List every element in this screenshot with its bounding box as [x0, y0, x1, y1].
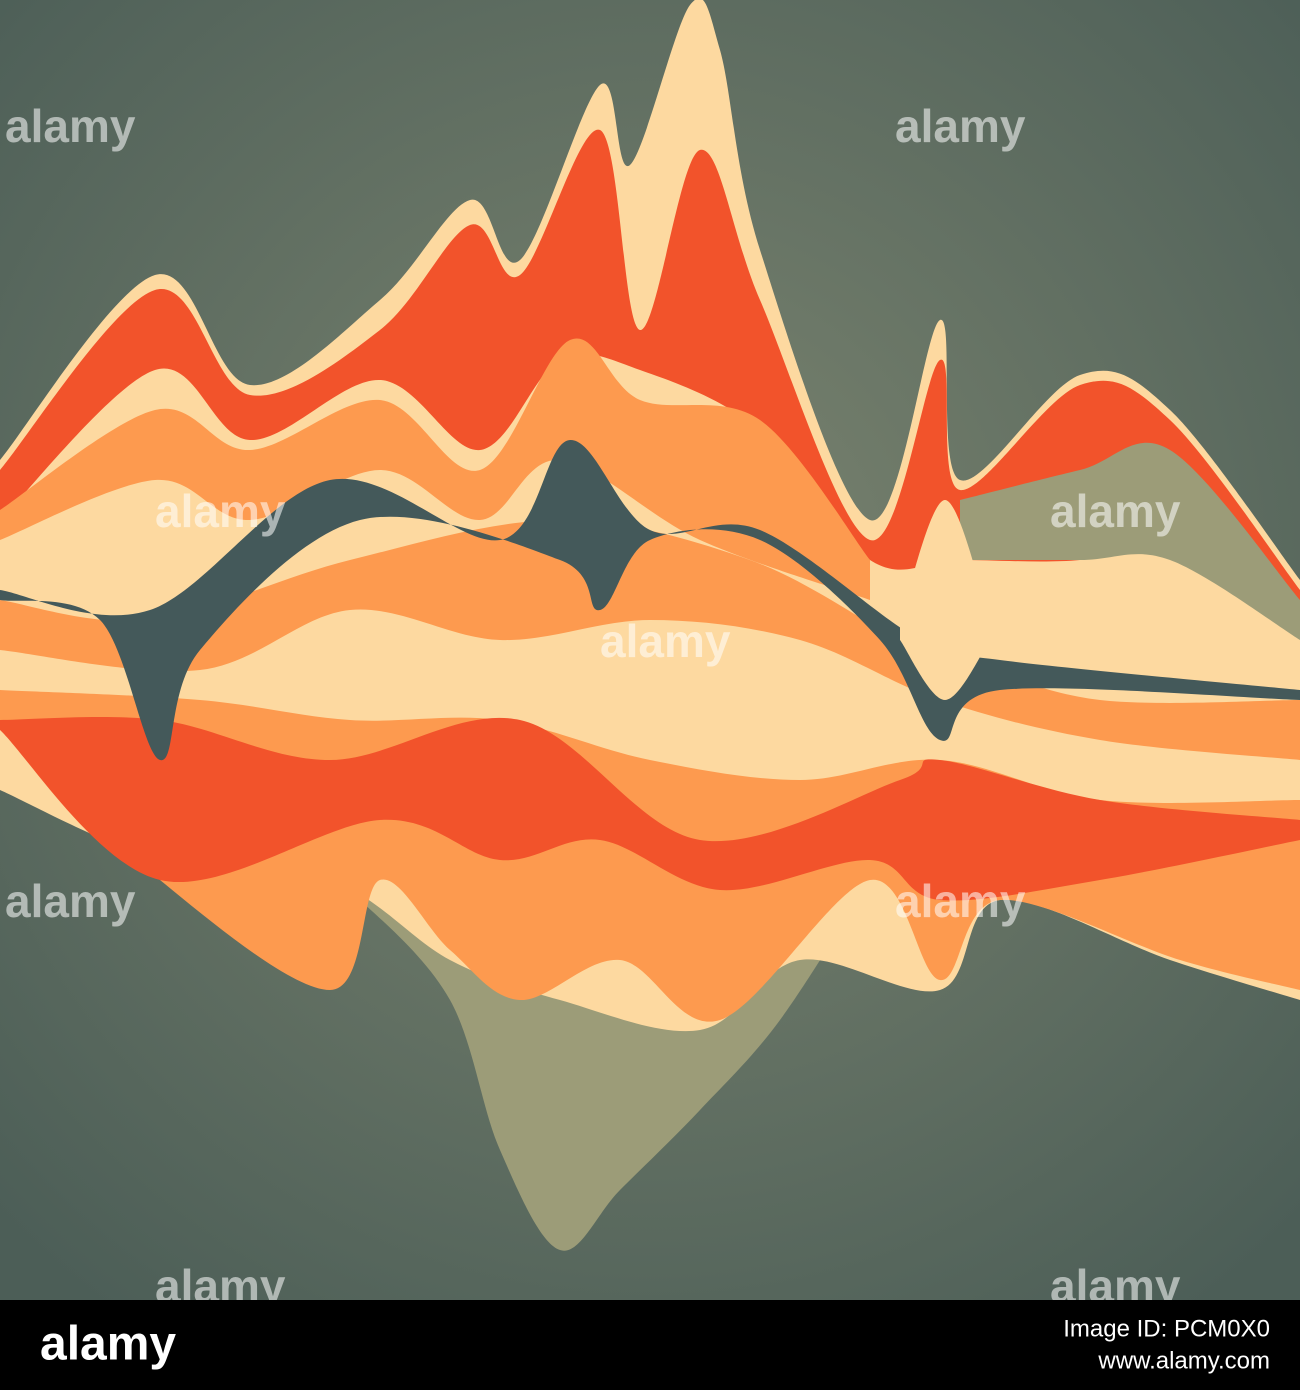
- stream-layer: [0, 439, 1300, 761]
- watermark: alamy: [155, 485, 286, 537]
- watermark: alamy: [895, 875, 1026, 927]
- watermark: alamy: [5, 875, 136, 927]
- footer-logo: alamy: [40, 1318, 176, 1371]
- image-id: Image ID: PCM0X0: [1063, 1315, 1270, 1342]
- url: www.alamy.com: [1097, 1347, 1270, 1374]
- stream-layer: [900, 500, 990, 700]
- stream-layer: [0, 609, 1300, 803]
- footer-bar: [0, 1300, 1300, 1390]
- stream-layer: [0, 338, 870, 600]
- watermark: alamy: [5, 100, 136, 152]
- watermark: alamy: [600, 615, 731, 667]
- streams: [0, 0, 1300, 1251]
- stream-layer: [0, 717, 1300, 901]
- watermark: alamy: [1050, 485, 1181, 537]
- watermark: alamy: [895, 100, 1026, 152]
- stream-layer: [960, 442, 1300, 640]
